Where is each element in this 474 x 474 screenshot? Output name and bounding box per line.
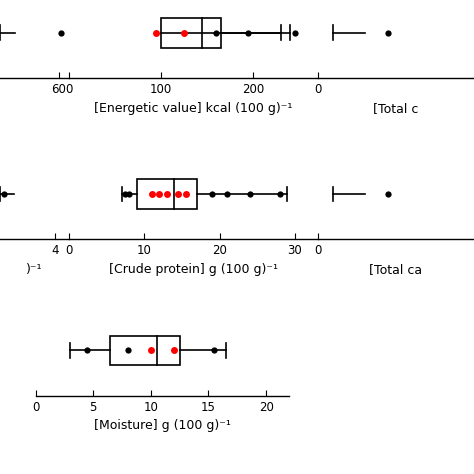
X-axis label: [Energetic value] kcal (100 g)⁻¹: [Energetic value] kcal (100 g)⁻¹	[94, 101, 292, 115]
X-axis label: [Total ca: [Total ca	[369, 263, 422, 276]
X-axis label: [Total c: [Total c	[373, 101, 419, 115]
X-axis label: )⁻¹: )⁻¹	[26, 263, 43, 276]
X-axis label: [Moisture] g (100 g)⁻¹: [Moisture] g (100 g)⁻¹	[94, 419, 231, 432]
X-axis label: [Crude protein] g (100 g)⁻¹: [Crude protein] g (100 g)⁻¹	[109, 263, 278, 276]
